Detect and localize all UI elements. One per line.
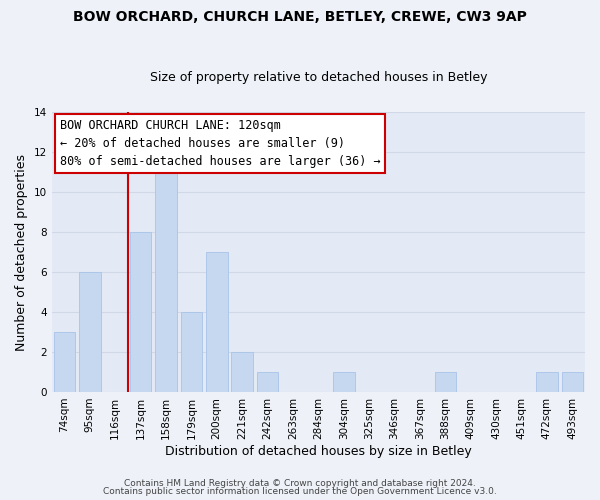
Bar	[333, 372, 355, 392]
Text: BOW ORCHARD CHURCH LANE: 120sqm
← 20% of detached houses are smaller (9)
80% of : BOW ORCHARD CHURCH LANE: 120sqm ← 20% of…	[59, 119, 380, 168]
Bar	[206, 252, 227, 392]
Bar	[130, 232, 151, 392]
Bar	[181, 312, 202, 392]
X-axis label: Distribution of detached houses by size in Betley: Distribution of detached houses by size …	[165, 444, 472, 458]
Text: Contains HM Land Registry data © Crown copyright and database right 2024.: Contains HM Land Registry data © Crown c…	[124, 478, 476, 488]
Bar	[79, 272, 101, 392]
Text: BOW ORCHARD, CHURCH LANE, BETLEY, CREWE, CW3 9AP: BOW ORCHARD, CHURCH LANE, BETLEY, CREWE,…	[73, 10, 527, 24]
Bar	[536, 372, 557, 392]
Text: Contains public sector information licensed under the Open Government Licence v3: Contains public sector information licen…	[103, 487, 497, 496]
Title: Size of property relative to detached houses in Betley: Size of property relative to detached ho…	[149, 72, 487, 85]
Bar	[257, 372, 278, 392]
Bar	[562, 372, 583, 392]
Y-axis label: Number of detached properties: Number of detached properties	[15, 154, 28, 350]
Bar	[155, 152, 177, 392]
Bar	[434, 372, 456, 392]
Bar	[232, 352, 253, 392]
Bar	[53, 332, 75, 392]
